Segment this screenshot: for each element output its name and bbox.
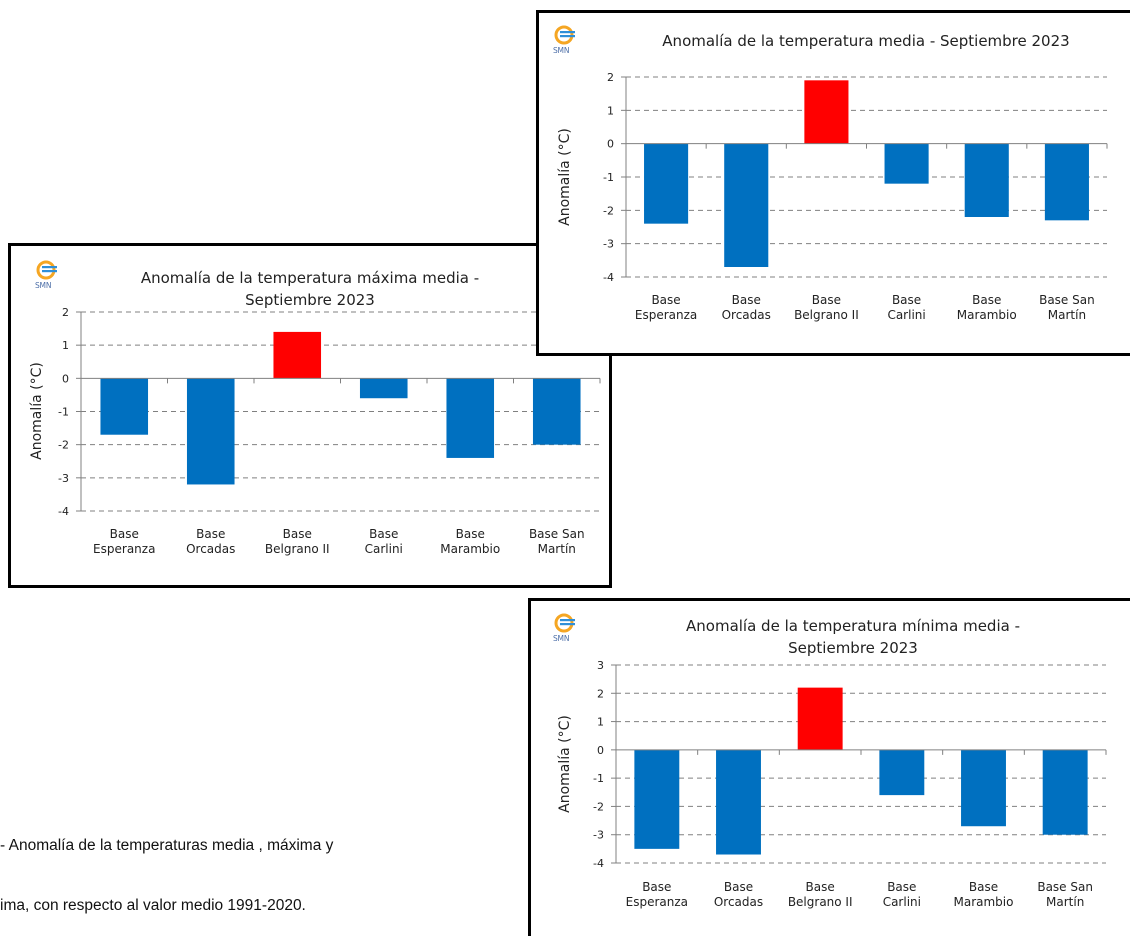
- x-tick-label: Base Marambio: [957, 293, 1017, 322]
- figure-caption: - Anomalía de la temperaturas media , má…: [0, 796, 520, 936]
- x-tick-label: Base Esperanza: [93, 527, 155, 556]
- chart-title-line: Anomalía de la temperatura máxima media …: [141, 269, 479, 287]
- y-tick-label: -1: [603, 171, 614, 184]
- bar: [273, 331, 322, 379]
- y-tick-label: -3: [593, 829, 604, 842]
- y-tick-label: -1: [593, 772, 604, 785]
- y-tick-label: 2: [597, 687, 604, 700]
- x-tick-label: Base Orcadas: [722, 293, 771, 322]
- chart-panel-media: SMN Anomalía de la temperatura media - S…: [536, 10, 1130, 356]
- bar: [1044, 143, 1089, 221]
- y-tick-label: 1: [607, 104, 614, 117]
- bar: [797, 687, 843, 750]
- x-tick-label: Base Carlini: [887, 293, 925, 322]
- smn-logo-icon: SMN: [35, 260, 61, 294]
- bar: [634, 749, 680, 849]
- x-tick-label: Base Orcadas: [714, 880, 763, 909]
- x-tick-label: Base Esperanza: [626, 880, 688, 909]
- bar: [716, 749, 761, 855]
- logo-text: SMN: [553, 46, 570, 55]
- y-tick-label: 1: [597, 716, 604, 729]
- y-tick-label: 0: [607, 138, 614, 151]
- chart-title-line: Septiembre 2023: [788, 639, 918, 657]
- x-tick-label: Base San Martín: [1039, 293, 1095, 322]
- bar: [1042, 749, 1088, 835]
- caption-line-2: ima, con respecto al valor medio 1991-20…: [0, 897, 306, 914]
- x-tick-label: Base San Martín: [1037, 880, 1093, 909]
- x-tick-label: Base Belgrano II: [788, 880, 853, 909]
- y-tick-label: 3: [597, 659, 604, 672]
- y-tick-label: -4: [58, 505, 69, 518]
- y-tick-label: -2: [58, 439, 69, 452]
- y-tick-label: 2: [607, 71, 614, 84]
- y-axis-label: Anomalía (°C): [557, 128, 573, 226]
- bar: [884, 143, 929, 184]
- chart-maxima: Anomalía de la temperatura máxima media …: [29, 269, 601, 556]
- bar: [644, 143, 689, 224]
- x-tick-label: Base Belgrano II: [265, 527, 330, 556]
- smn-logo-icon: SMN: [553, 613, 579, 647]
- y-axis-label: Anomalía (°C): [29, 362, 45, 460]
- y-tick-label: 0: [597, 744, 604, 757]
- chart-panel-minima: SMN Anomalía de la temperatura mínima me…: [528, 598, 1130, 936]
- x-tick-label: Base Belgrano II: [794, 293, 859, 322]
- x-tick-label: Base Carlini: [365, 527, 403, 556]
- chart-media: Anomalía de la temperatura media - Septi…: [557, 32, 1108, 322]
- x-tick-label: Base Orcadas: [186, 527, 235, 556]
- x-tick-label: Base Marambio: [440, 527, 500, 556]
- y-tick-label: -3: [603, 238, 614, 251]
- x-tick-label: Base San Martín: [529, 527, 585, 556]
- y-tick-label: -1: [58, 406, 69, 419]
- bar: [100, 378, 149, 435]
- y-axis-label: Anomalía (°C): [557, 715, 573, 813]
- chart-title-line: Anomalía de la temperatura mínima media …: [686, 617, 1020, 635]
- chart-panel-maxima: SMN Anomalía de la temperatura máxima me…: [8, 243, 612, 588]
- chart-title-line: Anomalía de la temperatura media - Septi…: [662, 32, 1069, 50]
- logo-text: SMN: [553, 634, 570, 643]
- bar: [724, 143, 769, 267]
- y-tick-label: 2: [62, 306, 69, 319]
- bar: [532, 378, 581, 445]
- bar: [961, 749, 1006, 827]
- bar: [804, 80, 849, 144]
- chart-minima: Anomalía de la temperatura mínima media …: [557, 617, 1107, 909]
- y-tick-label: -4: [603, 271, 614, 284]
- smn-logo-icon: SMN: [553, 25, 579, 59]
- y-tick-label: -3: [58, 472, 69, 485]
- chart-title-line: Septiembre 2023: [245, 291, 375, 309]
- bar: [964, 143, 1009, 217]
- y-tick-label: -4: [593, 857, 604, 870]
- bar: [879, 749, 925, 796]
- caption-line-1: - Anomalía de la temperaturas media , má…: [0, 837, 334, 854]
- x-tick-label: Base Carlini: [883, 880, 921, 909]
- x-tick-label: Base Marambio: [954, 880, 1014, 909]
- x-tick-label: Base Esperanza: [635, 293, 697, 322]
- y-tick-label: 0: [62, 372, 69, 385]
- y-tick-label: -2: [603, 204, 614, 217]
- bar: [359, 378, 408, 399]
- bar: [446, 378, 495, 458]
- y-tick-label: 1: [62, 339, 69, 352]
- logo-text: SMN: [35, 281, 52, 290]
- bar: [186, 378, 235, 485]
- y-tick-label: -2: [593, 800, 604, 813]
